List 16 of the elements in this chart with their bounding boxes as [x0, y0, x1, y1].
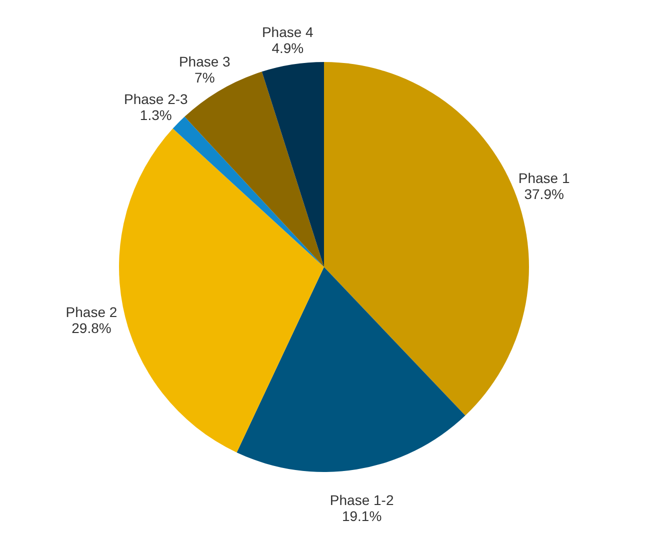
slice-label: Phase 2-3: [124, 90, 188, 107]
slice-label: Phase 3: [178, 53, 231, 70]
data-label: 4.9%: [272, 40, 304, 56]
slice-label: Phase 1-2: [330, 492, 394, 508]
slice-label: Phase 1: [518, 170, 570, 186]
pie-slice: [172, 116, 324, 267]
pie-slice: [236, 267, 466, 472]
slice-label: Phase 4: [262, 24, 314, 40]
pie-slice: [119, 128, 324, 452]
data-label: 37.9%: [524, 186, 564, 202]
pie-slice: [262, 62, 324, 267]
data-label: 19.1%: [342, 508, 382, 524]
data-label: 29.8%: [72, 320, 112, 336]
slice-label: Phase 2: [66, 304, 118, 320]
data-label: 7%: [194, 69, 215, 86]
data-label: 1.3%: [140, 106, 172, 123]
